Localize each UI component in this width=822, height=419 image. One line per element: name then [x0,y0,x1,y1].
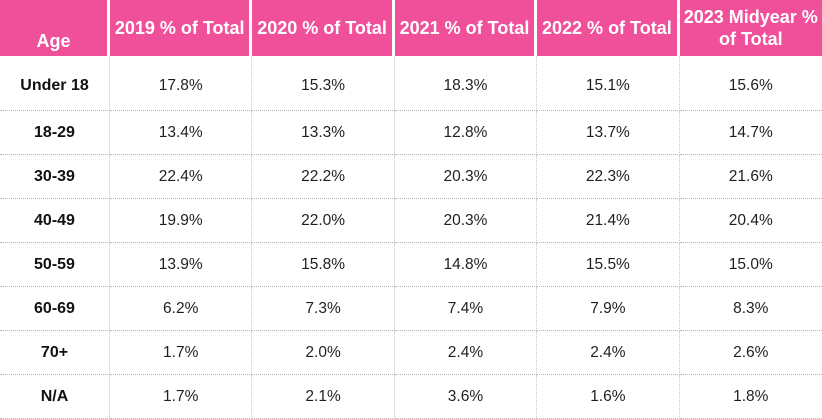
percent-cell: 13.9% [110,243,253,287]
percent-cell: 14.8% [394,243,538,287]
table-row: Under 18 17.8% 15.3% 18.3% 15.1% 15.6% [0,56,822,111]
header-row: Age 2019 % of Total 2020 % of Total 2021… [0,0,822,56]
percent-cell: 13.4% [110,111,253,155]
table-row: 50-59 13.9% 15.8% 14.8% 15.5% 15.0% [0,243,822,287]
percent-cell: 14.7% [679,111,822,155]
percent-cell: 15.5% [537,243,680,287]
table-row: 18-29 13.4% 13.3% 12.8% 13.7% 14.7% [0,111,822,155]
percent-cell: 20.4% [679,199,822,243]
table-body: Under 18 17.8% 15.3% 18.3% 15.1% 15.6% 18-29 13… [0,56,822,419]
percent-cell: 7.4% [394,287,538,331]
percent-cell: 8.3% [679,287,822,331]
percent-cell: 1.6% [537,375,680,419]
header-2022: 2022 % of Total [537,0,680,56]
percent-cell: 7.9% [537,287,680,331]
percent-cell: 15.1% [537,56,680,111]
age-group-cell: N/A [0,375,110,419]
percent-cell: 20.3% [394,155,538,199]
percent-cell: 15.8% [252,243,395,287]
age-group-cell: 18-29 [0,111,110,155]
table-row: 30-39 22.4% 22.2% 20.3% 22.3% 21.6% [0,155,822,199]
percent-cell: 1.7% [110,375,253,419]
percent-cell: 18.3% [394,56,538,111]
percent-cell: 6.2% [110,287,253,331]
percent-cell: 2.4% [394,331,538,375]
percent-cell: 21.4% [537,199,680,243]
percent-cell: 22.4% [110,155,253,199]
percent-cell: 22.0% [252,199,395,243]
table-row: 60-69 6.2% 7.3% 7.4% 7.9% 8.3% [0,287,822,331]
percent-cell: 2.1% [252,375,395,419]
age-group-cell: 40-49 [0,199,110,243]
percent-cell: 2.4% [537,331,680,375]
header-2021: 2021 % of Total [394,0,538,56]
header-2023-midyear: 2023 Midyear % of Total [679,0,822,56]
table-row: 70+ 1.7% 2.0% 2.4% 2.4% 2.6% [0,331,822,375]
percent-cell: 13.7% [537,111,680,155]
header-2019: 2019 % of Total [110,0,253,56]
percent-cell: 15.3% [252,56,395,111]
table-header: Age 2019 % of Total 2020 % of Total 2021… [0,0,822,56]
percent-cell: 1.8% [679,375,822,419]
percent-cell: 2.0% [252,331,395,375]
table-row: 40-49 19.9% 22.0% 20.3% 21.4% 20.4% [0,199,822,243]
age-group-cell: Under 18 [0,56,110,111]
percent-cell: 20.3% [394,199,538,243]
age-group-cell: 70+ [0,331,110,375]
header-age: Age [0,0,110,56]
percent-cell: 15.0% [679,243,822,287]
age-group-cell: 50-59 [0,243,110,287]
age-group-cell: 60-69 [0,287,110,331]
percent-cell: 22.3% [537,155,680,199]
percent-cell: 19.9% [110,199,253,243]
percent-cell: 12.8% [394,111,538,155]
percent-cell: 21.6% [679,155,822,199]
percent-cell: 13.3% [252,111,395,155]
age-group-cell: 30-39 [0,155,110,199]
percent-cell: 7.3% [252,287,395,331]
percent-cell: 15.6% [679,56,822,111]
percent-cell: 2.6% [679,331,822,375]
percent-cell: 1.7% [110,331,253,375]
percent-cell: 17.8% [110,56,253,111]
header-2020: 2020 % of Total [252,0,395,56]
percent-cell: 3.6% [394,375,538,419]
percent-cell: 22.2% [252,155,395,199]
table-row: N/A 1.7% 2.1% 3.6% 1.6% 1.8% [0,375,822,419]
